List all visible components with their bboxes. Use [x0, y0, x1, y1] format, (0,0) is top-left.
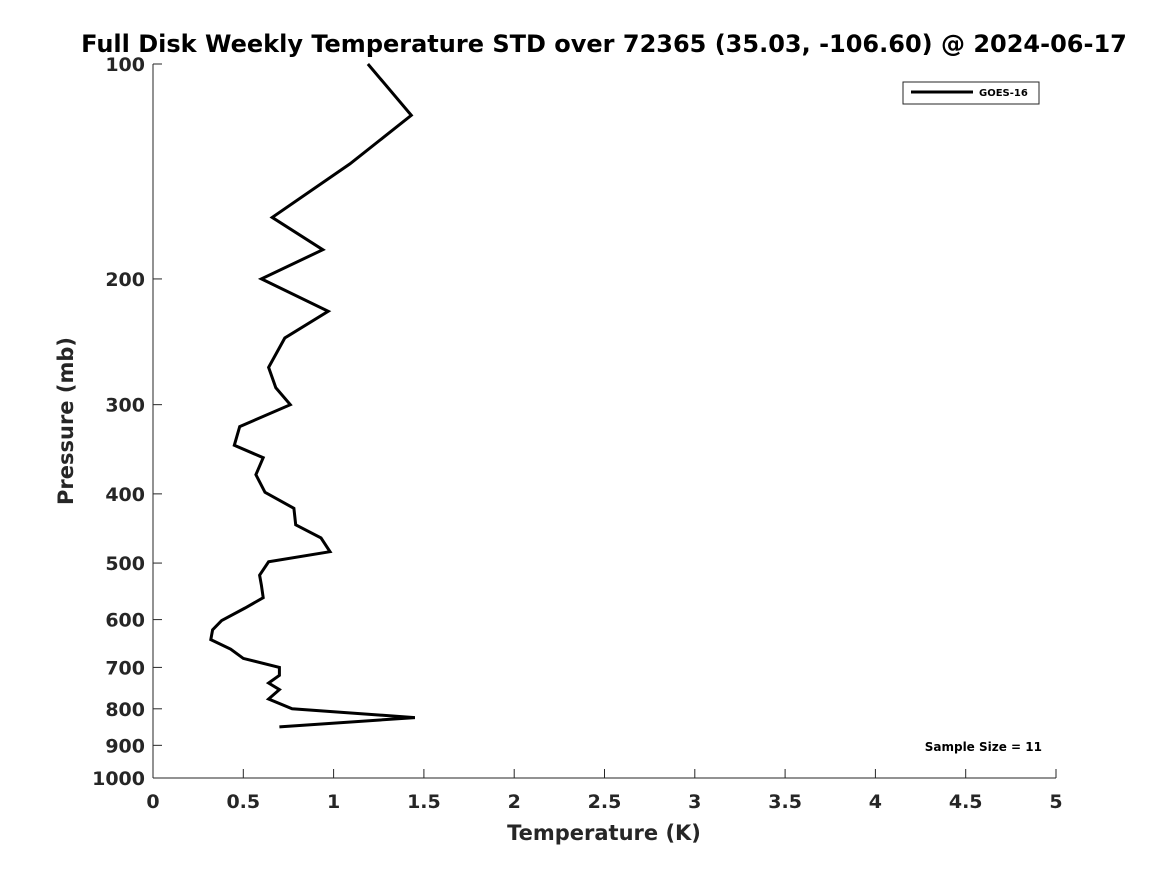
- y-tick-label: 600: [105, 610, 145, 632]
- y-tick-label: 100: [105, 54, 145, 76]
- y-axis-label: Pressure (mb): [54, 337, 78, 505]
- legend: GOES-16: [902, 81, 1040, 105]
- y-tick-label: 800: [105, 699, 145, 721]
- x-tick-label: 5: [1049, 791, 1062, 813]
- x-tick-label: 0: [146, 791, 159, 813]
- y-tick-label: 900: [105, 735, 145, 757]
- y-tick-label: 400: [105, 484, 145, 506]
- x-tick-label: 4.5: [949, 791, 983, 813]
- series-line-goes-16: [209, 63, 416, 729]
- x-tick-label: 4: [869, 791, 882, 813]
- y-ticks: 100 200 300 400 500 600 700 800 900 1000: [92, 54, 162, 790]
- y-tick-label: 1000: [92, 768, 145, 790]
- x-tick-label: 1.5: [407, 791, 441, 813]
- x-tick-label: 3: [688, 791, 701, 813]
- x-tick-label: 0.5: [226, 791, 260, 813]
- y-tick-label: 500: [105, 553, 145, 575]
- x-tick-label: 1: [327, 791, 340, 813]
- x-tick-label: 3.5: [768, 791, 802, 813]
- x-tick-label: 2: [508, 791, 521, 813]
- x-axis-label: Temperature (K): [507, 821, 701, 845]
- x-ticks: 0 0.5 1 1.5 2 2.5 3 3.5 4 4.5 5: [146, 769, 1063, 813]
- chart-title: Full Disk Weekly Temperature STD over 72…: [81, 30, 1127, 58]
- series-group: [209, 63, 416, 729]
- y-tick-label: 700: [105, 657, 145, 679]
- x-tick-label: 2.5: [588, 791, 622, 813]
- legend-entry-goes-16: GOES-16: [979, 88, 1028, 99]
- y-tick-label: 200: [105, 269, 145, 291]
- y-tick-label: 300: [105, 395, 145, 417]
- sample-size-annotation: Sample Size = 11: [925, 740, 1042, 754]
